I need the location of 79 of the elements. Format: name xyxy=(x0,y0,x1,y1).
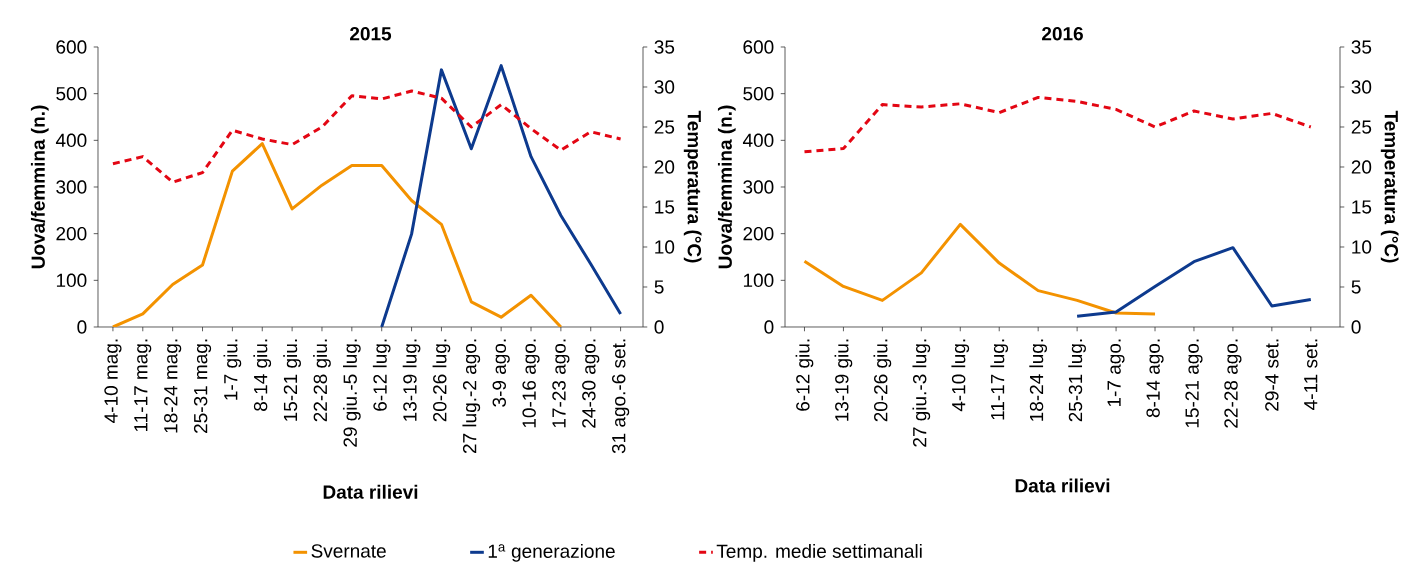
x-tick-label: 29 giu.-5 lug. xyxy=(342,339,361,447)
x-tick-label: 15-21 giu. xyxy=(283,339,301,421)
x-tick-label: 13-19 lug. xyxy=(402,339,421,421)
x-tick-label: 31 ago.-6 set. xyxy=(612,339,630,454)
y-tick-label: 600 xyxy=(743,40,774,54)
x-tick-label: 1-7 ago. xyxy=(1107,339,1125,407)
legend-label: Temp. medie settimanali xyxy=(716,544,922,562)
y2-tick-label: 5 xyxy=(1351,280,1361,294)
line-series xyxy=(1075,246,1313,318)
y2-tick-label: 25 xyxy=(654,120,675,134)
y2-tick-label: 0 xyxy=(654,320,664,334)
y-tick-label: 0 xyxy=(77,320,87,334)
y-tick-label: 200 xyxy=(743,226,774,241)
x-tick-label: 6-12 lug. xyxy=(372,339,391,411)
x-tick-label: 18-24 mag. xyxy=(164,339,182,433)
x-tick-label: 3-9 ago. xyxy=(492,339,510,407)
x-tick-label: 25-31 lug. xyxy=(1068,339,1086,422)
x-tick-label: 1-7 giu. xyxy=(223,339,242,400)
x-tick-label: 13-19 giu. xyxy=(834,339,853,421)
y-tick-label: 600 xyxy=(56,40,87,54)
y-tick-label: 500 xyxy=(743,86,774,101)
x-tick-label: 4-10 mag. xyxy=(104,339,122,423)
y2-axis-title: Temperatura (°C) xyxy=(1380,110,1399,263)
x-axis-title: Data rilievi xyxy=(323,484,418,499)
y2-tick-label: 25 xyxy=(1351,120,1372,134)
y2-tick-label: 10 xyxy=(655,240,675,254)
y-tick-label: 400 xyxy=(742,133,774,148)
x-axis-title: Data rilievi xyxy=(1015,478,1110,493)
x-tick-label: 15-21 ago. xyxy=(1185,339,1203,428)
x-tick-label: 8-14 ago. xyxy=(1146,339,1164,418)
y-tick-label: 0 xyxy=(764,320,774,334)
line-series xyxy=(380,64,623,327)
x-tick-label: 10-16 ago. xyxy=(522,339,540,428)
x-tick-label: 17-23 ago. xyxy=(552,339,570,428)
y-tick-label: 400 xyxy=(55,133,87,148)
y-axis-title: Uova/femmina (n.) xyxy=(717,105,736,269)
y2-tick-label: 35 xyxy=(1351,40,1372,54)
x-tick-label: 27 lug.-2 ago. xyxy=(462,339,481,454)
y2-tick-label: 20 xyxy=(1351,160,1372,174)
x-tick-label: 25-31 mag. xyxy=(193,339,212,433)
x-tick-label: 29-4 set. xyxy=(1265,339,1279,411)
x-tick-label: 8-14 giu. xyxy=(253,339,272,411)
x-tick-label: 20-26 lug. xyxy=(432,339,451,422)
y-tick-label: 100 xyxy=(743,273,774,288)
x-tick-label: 11-17 lug. xyxy=(990,339,1009,420)
legend-label: 1$^{a}$ generazione xyxy=(488,544,615,562)
x-tick-label: 4-10 lug. xyxy=(951,339,970,412)
legend-label: Svernate xyxy=(311,544,386,558)
y-tick-label: 300 xyxy=(743,180,774,194)
y2-tick-label: 30 xyxy=(1351,80,1372,94)
x-tick-label: 6-12 giu. xyxy=(795,339,814,411)
y-axis-title: Uova/femmina (n.) xyxy=(30,105,49,269)
y2-axis-title: Temperatura (°C) xyxy=(683,110,702,263)
line-series xyxy=(802,95,1313,154)
y2-tick-label: 0 xyxy=(1351,320,1361,334)
y2-tick-label: 20 xyxy=(654,160,675,174)
y2-tick-label: 30 xyxy=(654,80,675,94)
x-tick-label: 4-11 set. xyxy=(1304,339,1318,410)
y2-tick-label: 35 xyxy=(654,40,675,54)
x-tick-label: 22-28 ago. xyxy=(1224,339,1242,428)
chart-title: 2015 xyxy=(350,27,392,41)
y-tick-label: 100 xyxy=(56,273,87,288)
x-tick-label: 22-28 giu. xyxy=(313,339,331,422)
x-tick-label: 24-30 ago. xyxy=(582,339,600,428)
y2-tick-label: 10 xyxy=(1352,240,1372,254)
y-tick-label: 500 xyxy=(56,86,87,101)
chart-title: 2016 xyxy=(1042,27,1083,41)
line-series xyxy=(111,89,623,184)
x-tick-label: 20-26 giu. xyxy=(873,339,892,422)
x-tick-label: 27 giu.-3 lug. xyxy=(912,339,931,447)
y2-tick-label: 15 xyxy=(1352,200,1372,214)
y2-tick-label: 15 xyxy=(655,200,675,214)
x-tick-label: 18-24 lug. xyxy=(1029,339,1048,421)
y-tick-label: 200 xyxy=(56,226,87,241)
x-tick-label: 11-17 mag. xyxy=(134,339,152,432)
y-tick-label: 300 xyxy=(56,180,87,194)
line-series xyxy=(111,142,563,327)
y2-tick-label: 5 xyxy=(654,280,664,294)
line-series xyxy=(802,222,1157,316)
